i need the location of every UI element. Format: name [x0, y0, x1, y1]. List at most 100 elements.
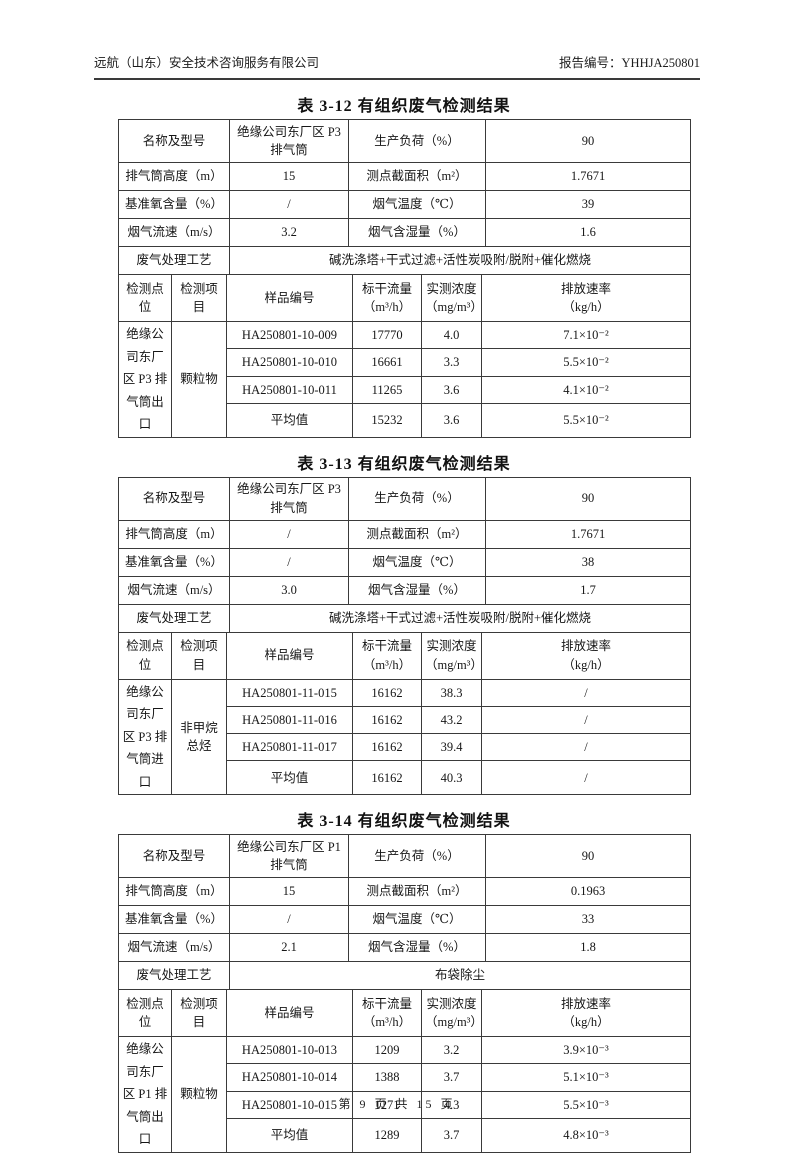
measured-concentration: 39.4 — [421, 733, 482, 762]
info-value: / — [229, 547, 349, 577]
column-header: 排放速率 （kg/h） — [481, 631, 691, 680]
table-title: 表 3-13 有组织废气检测结果 — [297, 455, 511, 473]
info-value: 1.6 — [485, 218, 691, 247]
info-value: 1.8 — [485, 933, 691, 962]
stack-info-table: 名称及型号 绝缘公司东厂区 P3 排气筒 生产负荷（%） 90 排气筒高度（m） 15 测点… — [118, 119, 691, 247]
table-title: 表 3-14 有组织废气检测结果 — [297, 813, 511, 830]
detection-results-table: 检测点位 检测项目 样品编号 标干流量 （m³/h） 实测浓度 （mg/m³） 排放速率 … — [118, 274, 691, 438]
table-section-3-13: 表 3-13 有组织废气检测结果 名称及型号 绝缘公司东厂区 P3 排气筒 生产负荷… — [118, 450, 691, 796]
info-value: 90 — [485, 834, 691, 878]
column-header: 检测点位 — [118, 631, 172, 680]
info-value: 1.7 — [485, 575, 691, 605]
info-value: 3.2 — [229, 218, 349, 247]
flow-rate: 1388 — [352, 1063, 422, 1092]
sample-id: HA250801-11-015 — [226, 678, 353, 707]
info-value: / — [229, 519, 349, 549]
measured-concentration: 3.7 — [421, 1063, 482, 1092]
info-value: 0.1963 — [485, 877, 691, 906]
emission-rate: / — [481, 733, 691, 762]
column-header: 标干流量 （m³/h） — [352, 989, 422, 1037]
column-header: 样品编号 — [226, 989, 353, 1037]
table-title: 表 3-12 有组织废气检测结果 — [297, 98, 511, 115]
info-label: 测点截面积（m²） — [348, 162, 486, 191]
emission-rate: / — [481, 760, 691, 795]
emission-rate: 4.8×10⁻³ — [481, 1117, 691, 1153]
info-label: 名称及型号 — [118, 834, 230, 878]
stack-info-table: 名称及型号 绝缘公司东厂区 P1 排气筒 生产负荷（%） 90 排气筒高度（m） 15 测点… — [118, 834, 691, 962]
company-name: 远航（山东）安全技术咨询服务有限公司 — [94, 56, 320, 70]
sample-id: HA250801-11-016 — [226, 705, 353, 735]
column-header: 检测点位 — [118, 989, 172, 1037]
column-header: 样品编号 — [226, 631, 353, 680]
info-label: 生产负荷（%） — [348, 119, 486, 163]
info-label: 排气筒高度（m） — [118, 162, 230, 191]
emission-rate: 3.9×10⁻³ — [481, 1035, 691, 1065]
info-label: 烟气流速（m/s） — [118, 933, 230, 962]
treatment-process-table: 废气处理工艺 碱洗涤塔+干式过滤+活性炭吸附/脱附+催化燃烧 — [118, 603, 691, 633]
column-header: 标干流量 （m³/h） — [352, 631, 422, 680]
monitoring-point: 绝缘公司东厂区 P3 排气筒进口 — [118, 678, 172, 795]
emission-rate: 4.1×10⁻² — [481, 375, 691, 404]
emission-rate: 5.5×10⁻² — [481, 402, 691, 438]
info-label: 名称及型号 — [118, 119, 230, 163]
column-header: 标干流量 （m³/h） — [352, 274, 422, 322]
page-header: 远航（山东）安全技术咨询服务有限公司 报告编号：YHHJA250801 — [94, 52, 700, 80]
info-label: 测点截面积（m²） — [348, 877, 486, 906]
emission-rate: 5.1×10⁻³ — [481, 1063, 691, 1092]
info-value: 1.7671 — [485, 162, 691, 191]
column-header: 检测项目 — [171, 274, 227, 322]
info-value: 15 — [229, 877, 349, 906]
test-item: 非甲烷总烃 — [171, 678, 227, 795]
measured-concentration: 3.3 — [421, 348, 482, 377]
flow-rate: 1209 — [352, 1035, 422, 1065]
sample-id: HA250801-10-015 — [226, 1090, 353, 1119]
info-value: / — [229, 190, 349, 219]
measured-concentration: 4.0 — [421, 320, 482, 350]
emission-rate: 5.5×10⁻³ — [481, 1090, 691, 1119]
column-header: 检测项目 — [171, 631, 227, 680]
info-value: 绝缘公司东厂区 P3 排气筒 — [229, 476, 349, 521]
flow-rate: 16162 — [352, 705, 422, 735]
info-label: 生产负荷（%） — [348, 476, 486, 521]
column-header: 排放速率 （kg/h） — [481, 274, 691, 322]
stack-info-table: 名称及型号 绝缘公司东厂区 P3 排气筒 生产负荷（%） 90 排气筒高度（m） / 测点截… — [118, 476, 691, 605]
flow-rate: 16162 — [352, 678, 422, 707]
column-header: 实测浓度 （mg/m³） — [421, 631, 482, 680]
process-label: 废气处理工艺 — [118, 603, 230, 633]
info-label: 排气筒高度（m） — [118, 877, 230, 906]
info-label: 烟气含湿量（%） — [348, 933, 486, 962]
process-value: 碱洗涤塔+干式过滤+活性炭吸附/脱附+催化燃烧 — [229, 246, 691, 275]
column-header: 实测浓度 （mg/m³） — [421, 989, 482, 1037]
column-header: 排放速率 （kg/h） — [481, 989, 691, 1037]
info-value: 1.7671 — [485, 519, 691, 549]
info-label: 基准氧含量（%） — [118, 547, 230, 577]
detection-results-table: 检测点位 检测项目 样品编号 标干流量 （m³/h） 实测浓度 （mg/m³） 排放速率 … — [118, 631, 691, 796]
detection-results-table: 检测点位 检测项目 样品编号 标干流量 （m³/h） 实测浓度 （mg/m³） 排放速率 … — [118, 989, 691, 1153]
info-label: 生产负荷（%） — [348, 834, 486, 878]
test-item: 颗粒物 — [171, 321, 227, 438]
info-value: 3.0 — [229, 575, 349, 605]
info-label: 基准氧含量（%） — [118, 905, 230, 934]
treatment-process-table: 废气处理工艺 碱洗涤塔+干式过滤+活性炭吸附/脱附+催化燃烧 — [118, 246, 691, 275]
info-label: 烟气温度（℃） — [348, 905, 486, 934]
info-label: 基准氧含量（%） — [118, 190, 230, 219]
info-label: 烟气流速（m/s） — [118, 575, 230, 605]
column-header: 检测项目 — [171, 989, 227, 1037]
info-label: 测点截面积（m²） — [348, 519, 486, 549]
sample-id: HA250801-10-010 — [226, 348, 353, 377]
info-label: 名称及型号 — [118, 476, 230, 521]
process-value: 布袋除尘 — [229, 961, 691, 990]
info-value: 90 — [485, 119, 691, 163]
flow-rate: 16162 — [352, 760, 422, 795]
tables-container: 表 3-12 有组织废气检测结果 名称及型号 绝缘公司东厂区 P3 排气筒 生产负荷… — [118, 92, 691, 1153]
measured-concentration: 43.2 — [421, 705, 482, 735]
column-header: 样品编号 — [226, 274, 353, 322]
measured-concentration: 3.2 — [421, 1035, 482, 1065]
emission-rate: / — [481, 678, 691, 707]
flow-rate: 1289 — [352, 1117, 422, 1153]
process-label: 废气处理工艺 — [118, 246, 230, 275]
sample-id: 平均值 — [226, 1117, 353, 1153]
column-header: 检测点位 — [118, 274, 172, 322]
sample-id: HA250801-11-017 — [226, 733, 353, 762]
info-label: 烟气温度（℃） — [348, 190, 486, 219]
